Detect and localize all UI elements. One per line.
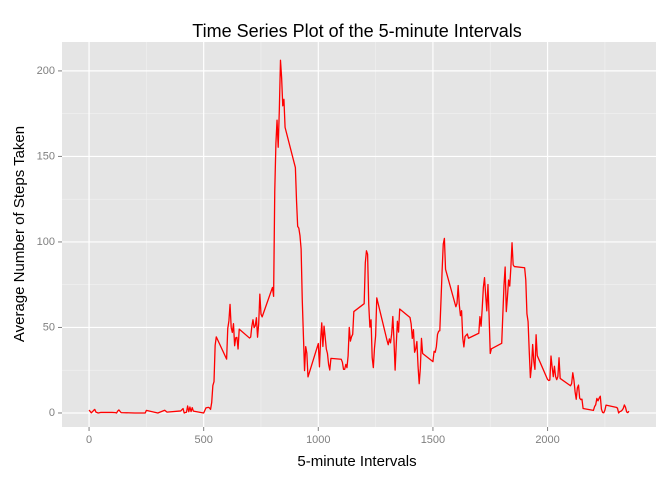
chart-title: Time Series Plot of the 5-minute Interva… [192, 21, 521, 41]
x-tick-label: 2000 [535, 434, 559, 446]
x-tick-label: 0 [86, 434, 92, 446]
y-tick-label: 200 [37, 65, 55, 77]
x-tick-label: 1000 [306, 434, 330, 446]
y-tick-label: 100 [37, 236, 55, 248]
y-tick-label: 0 [49, 407, 55, 419]
y-tick-label: 150 [37, 150, 55, 162]
x-axis-label: 5-minute Intervals [297, 453, 416, 470]
data-line [88, 59, 630, 414]
x-tick-label: 500 [194, 434, 212, 446]
y-tick-label: 50 [43, 321, 55, 333]
y-axis-label: Average Number of Steps Taken [11, 126, 28, 342]
plot-panel [62, 42, 656, 427]
x-tick-label: 1500 [421, 434, 445, 446]
